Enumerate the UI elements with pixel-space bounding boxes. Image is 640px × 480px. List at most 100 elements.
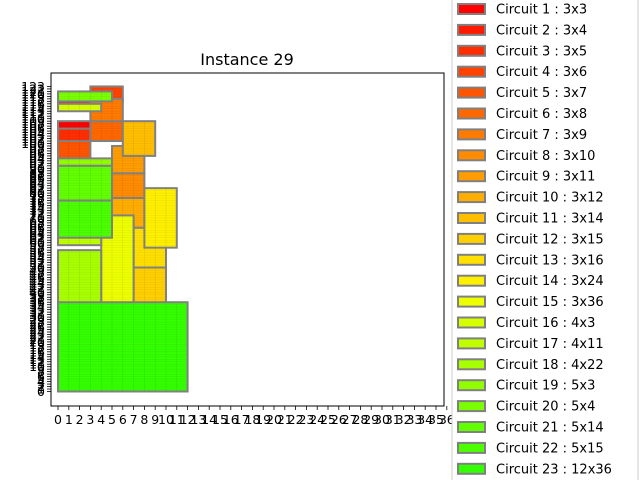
y-tick-label: 75 [29, 198, 45, 213]
y-tick-label: 59 [29, 238, 45, 253]
legend-label: Circuit 15 : 3x36 [496, 295, 604, 310]
y-tick-label: 38 [29, 290, 45, 305]
y-tick-label: 23 [29, 327, 45, 342]
x-tick-label: 6 [119, 412, 127, 427]
y-tick-label: 30 [29, 310, 45, 325]
circuit-14-border [143, 187, 178, 249]
y-tick-label: 0 [37, 384, 45, 399]
legend-item: Circuit 13 : 3x16 [457, 253, 604, 268]
y-tick-label: 68 [29, 215, 45, 230]
legend-swatch [457, 358, 486, 371]
y-tick-label: 24 [29, 324, 45, 339]
y-tick-label: 112 [21, 106, 45, 121]
x-tick-label: 16 [223, 412, 239, 427]
y-tick-label: 67 [29, 218, 45, 233]
y-tick-label: 108 [21, 116, 45, 131]
y-tick-label: 16 [29, 344, 45, 359]
y-tick-label: 118 [21, 91, 45, 106]
y-tick-label: 116 [21, 96, 45, 111]
y-tick-label: 34 [29, 300, 45, 315]
y-tick-label: 86 [29, 171, 45, 186]
y-tick-label: 90 [29, 161, 45, 176]
circuit-20-rect [57, 90, 113, 103]
x-tick-label: 33 [406, 412, 422, 427]
y-tick-label: 42 [29, 280, 45, 295]
x-tick-label: 15 [212, 412, 228, 427]
circuit-19-fill [58, 158, 112, 166]
y-tick-label: 15 [29, 347, 45, 362]
y-tick-label: 94 [29, 151, 45, 166]
legend-item: Circuit 1 : 3x3 [457, 3, 587, 18]
y-tick-label: 19 [29, 337, 45, 352]
y-tick-label: 7 [37, 367, 45, 382]
y-tick-label: 85 [29, 173, 45, 188]
circuit-18-fill [58, 250, 102, 305]
legend-swatch [457, 65, 486, 78]
legend-swatch [457, 316, 486, 329]
x-tick-label: 11 [169, 412, 185, 427]
y-tick-label: 123 [21, 79, 45, 94]
circuit-20-fill [58, 91, 112, 102]
x-tick-label: 27 [342, 412, 358, 427]
legend-item: Circuit 8 : 3x10 [457, 149, 595, 164]
legend-swatch [457, 379, 486, 392]
circuit-21-rect [57, 164, 113, 202]
legend-item: Circuit 2 : 3x4 [457, 23, 587, 38]
legend-item: Circuit 7 : 3x9 [457, 128, 587, 143]
circuit-14-fill [144, 188, 177, 248]
circuit-19-rect [57, 157, 113, 167]
x-tick-label: 12 [180, 412, 196, 427]
circuit-11-fill [122, 121, 156, 156]
circuit-12-rect [132, 266, 168, 306]
circuit-6-fill [90, 121, 123, 142]
y-tick-label: 58 [29, 240, 45, 255]
circuit-12-fill [133, 267, 166, 305]
legend-item: Circuit 14 : 3x24 [457, 274, 604, 289]
y-tick-label: 81 [29, 183, 45, 198]
y-tick-label: 28 [29, 315, 45, 330]
legend-label: Circuit 13 : 3x16 [496, 253, 604, 268]
legend-item: Circuit 19 : 5x3 [457, 379, 595, 394]
y-tick-label: 40 [29, 285, 45, 300]
y-tick-label: 70 [29, 210, 45, 225]
x-axis: 0 1 2 3 4 5 6 7 8 9101112131415161718192021222324… [54, 406, 455, 427]
legend-label: Circuit 9 : 3x11 [496, 170, 595, 185]
y-tick-label: 103 [21, 129, 45, 144]
y-tick-label: 43 [29, 277, 45, 292]
y-tick-label: 91 [29, 158, 45, 173]
legend-item: Circuit 18 : 4x22 [457, 358, 604, 373]
legend-item: Circuit 20 : 5x4 [457, 400, 595, 415]
y-tick-label: 39 [29, 287, 45, 302]
y-tick-label: 61 [29, 233, 45, 248]
x-tick-label: 35 [428, 412, 444, 427]
y-tick-label: 104 [21, 126, 45, 141]
x-tick-label: 36 [439, 412, 455, 427]
x-tick-label: 32 [396, 412, 412, 427]
legend-swatch [457, 337, 486, 350]
y-tick-label: 65 [29, 223, 45, 238]
x-tick-label: 26 [331, 412, 347, 427]
y-tick-label: 78 [29, 191, 45, 206]
legend-swatch [457, 128, 486, 141]
y-tick-label: 9 [37, 362, 45, 377]
x-tick-label: 10 [158, 412, 174, 427]
legend-label: Circuit 14 : 3x24 [496, 274, 604, 289]
legend-item: Circuit 17 : 4x11 [457, 337, 604, 352]
circuit-11-rect [121, 120, 157, 157]
legend-label: Circuit 11 : 3x14 [496, 212, 604, 227]
legend-swatch [457, 191, 486, 204]
y-tick-label: 1 [37, 382, 45, 397]
y-tick-label: 33 [29, 302, 45, 317]
legend-item: Circuit 11 : 3x14 [457, 212, 604, 227]
y-tick-label: 121 [21, 84, 45, 99]
y-tick-label: 88 [29, 166, 45, 181]
legend-label: Circuit 16 : 4x3 [496, 316, 595, 331]
y-tick-label: 54 [29, 250, 45, 265]
chart-title: Instance 29 [200, 50, 294, 69]
y-tick-label: 87 [29, 168, 45, 183]
y-tick-label: 99 [29, 138, 45, 153]
circuit-16-rect [57, 102, 103, 113]
legend-label: Circuit 23 : 12x36 [496, 462, 612, 477]
legend-item: Circuit 10 : 3x12 [457, 191, 604, 206]
x-tick-label: 34 [417, 412, 433, 427]
